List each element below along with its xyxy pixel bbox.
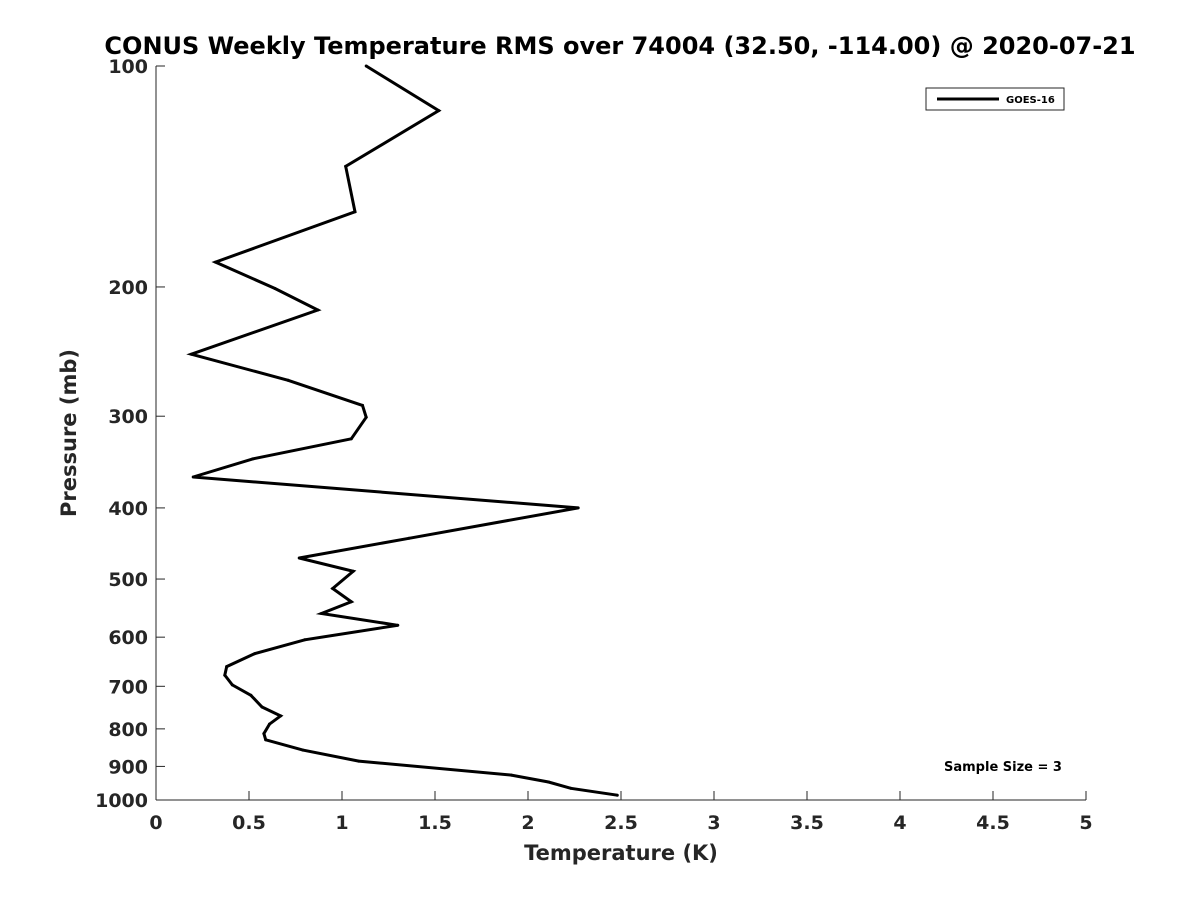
x-tick-label: 4 [893, 812, 906, 834]
data-point [320, 612, 323, 615]
y-axis-ticks: 100 200 300 400 500 600 700 800 900 1000 [95, 56, 165, 812]
data-point [301, 748, 305, 752]
x-tick-label: 2.5 [604, 812, 638, 834]
data-point [264, 738, 268, 742]
data-point [214, 260, 217, 264]
y-tick-label: 900 [108, 756, 148, 778]
data-point [615, 793, 619, 797]
data-point [268, 722, 271, 726]
x-tick-label: 4.5 [976, 812, 1010, 834]
data-point [273, 287, 277, 290]
data-point [331, 587, 335, 590]
y-tick-label: 800 [108, 719, 148, 741]
data-point [230, 683, 234, 687]
y-tick-label: 1000 [95, 790, 148, 812]
x-tick-label: 2 [521, 812, 534, 834]
data-point [191, 475, 195, 479]
y-tick-label: 500 [108, 569, 148, 591]
data-point [344, 164, 348, 168]
data-point [364, 415, 368, 419]
series-group [186, 64, 619, 797]
y-tick-label: 700 [108, 676, 148, 698]
y-tick-label: 300 [108, 406, 148, 428]
x-tick-label: 3 [707, 812, 720, 834]
data-point [349, 600, 353, 604]
legend: GOES-16 [925, 87, 1065, 111]
data-point [396, 623, 400, 627]
x-tick-label: 1 [335, 812, 348, 834]
data-point [223, 673, 227, 677]
data-point [407, 536, 411, 540]
y-tick-label: 600 [108, 627, 148, 649]
data-point [316, 308, 320, 312]
data-point [351, 569, 355, 573]
data-point [262, 732, 266, 736]
x-tick-label: 0.5 [232, 812, 266, 834]
x-tick-label: 0 [149, 812, 162, 834]
data-point [349, 437, 353, 441]
data-point [286, 378, 290, 382]
data-point [253, 652, 257, 656]
data-point [547, 780, 550, 784]
data-point [249, 693, 253, 697]
data-point [260, 705, 264, 709]
chart-title: CONUS Weekly Temperature RMS over 74004 … [104, 32, 1135, 60]
data-point [569, 786, 573, 790]
data-point [509, 773, 513, 777]
legend-label: GOES-16 [1006, 95, 1055, 106]
y-tick-label: 400 [108, 498, 148, 520]
data-point [189, 352, 193, 356]
y-tick-label: 200 [108, 277, 148, 299]
data-point [364, 64, 368, 68]
data-point [361, 403, 364, 407]
sample-size-annotation: Sample Size = 3 [944, 760, 1062, 775]
x-axis-label: Temperature (K) [524, 841, 718, 865]
x-tick-label: 3.5 [790, 812, 824, 834]
data-point [353, 210, 357, 214]
y-axis-label: Pressure (mb) [57, 349, 81, 517]
x-tick-label: 1.5 [418, 812, 452, 834]
x-axis-ticks: 0 0.5 1 1.5 2 2.5 3 3.5 4 4.5 5 [149, 791, 1093, 834]
y-tick-label: 100 [108, 56, 148, 78]
data-point [303, 638, 307, 642]
data-point [279, 714, 283, 718]
data-point [437, 109, 441, 113]
data-point [357, 759, 361, 763]
data-point [576, 506, 580, 510]
data-point [297, 556, 301, 560]
data-point [225, 665, 229, 669]
x-tick-label: 5 [1079, 812, 1092, 834]
data-point [251, 457, 255, 461]
